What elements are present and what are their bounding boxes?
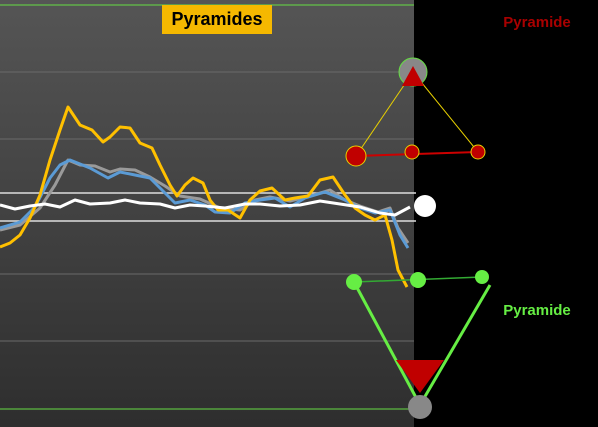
grid	[0, 71, 414, 342]
node	[410, 272, 426, 288]
curves	[0, 105, 411, 288]
bottom-pyramid	[346, 270, 492, 419]
white-curve	[0, 198, 411, 217]
up-triangle	[402, 66, 424, 86]
pyramid-edge	[352, 281, 422, 406]
current-point	[414, 195, 436, 217]
pyramid-edge	[418, 284, 492, 406]
plot-area	[0, 0, 414, 427]
down-triangle	[396, 360, 444, 393]
node	[345, 145, 367, 167]
title: Pyramides	[171, 9, 262, 29]
pyramid-edge	[412, 71, 479, 153]
bottom-label: Pyramide	[503, 302, 571, 319]
top-label: Pyramide	[503, 14, 571, 31]
node	[470, 144, 486, 160]
title-box	[162, 5, 272, 34]
node	[475, 270, 489, 284]
top-pyramid	[345, 57, 486, 167]
yellow-curve	[0, 105, 409, 288]
node	[404, 144, 420, 160]
node	[346, 274, 362, 290]
apex-circle	[408, 395, 432, 419]
